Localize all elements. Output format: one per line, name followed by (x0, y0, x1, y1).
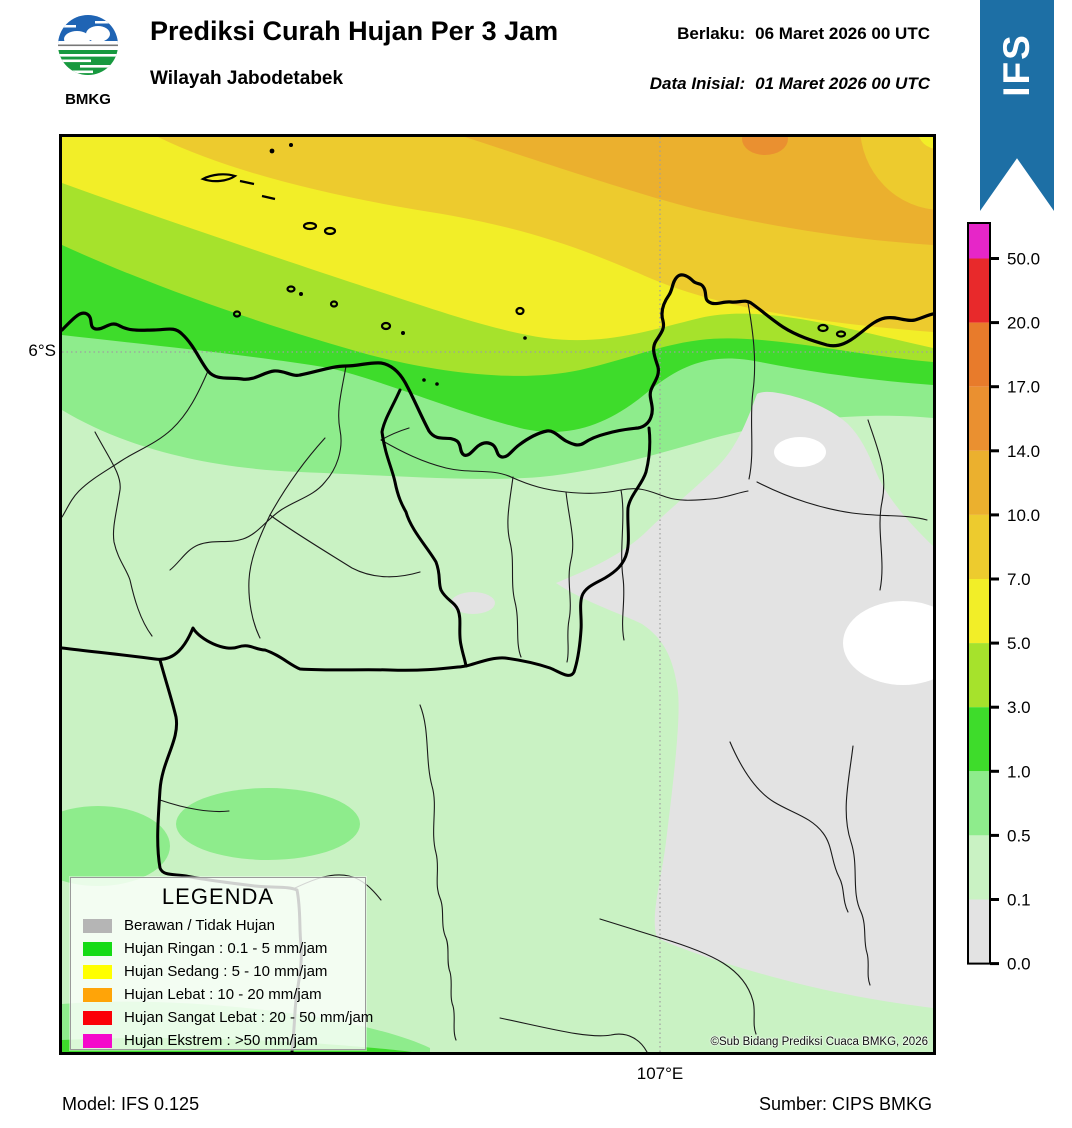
legend-label-5: Hujan Ekstrem : >50 mm/jam (124, 1032, 318, 1049)
dry-white-blob-2 (843, 601, 933, 685)
colorbar-segment-10 (968, 835, 990, 900)
colorbar-segment-9 (968, 771, 990, 836)
colorbar-segment-11 (968, 899, 990, 964)
colorbar-tick-label-11: 0.0 (1007, 955, 1031, 974)
colorbar-tick-label-8: 1.0 (1007, 762, 1031, 781)
init-time-line: Data Inisial: 01 Maret 2026 00 UTC (650, 74, 930, 94)
colorbar-segment-2 (968, 322, 990, 387)
colorbar-tick-label-9: 0.5 (1007, 826, 1031, 845)
legend-item-4: Hujan Sangat Lebat : 20 - 50 mm/jam (71, 1006, 373, 1029)
district-boundaries (62, 302, 928, 1052)
colorbar-tick-label-2: 17.0 (1007, 378, 1040, 397)
legend-item-3: Hujan Lebat : 10 - 20 mm/jam (71, 983, 365, 1006)
colorbar-scale: 50.0 20.0 17.0 14.0 10.0 7.0 5.0 3.0 1.0 0.5 0.1 0.… (967, 222, 1040, 974)
dry-white-blob-1 (774, 437, 826, 467)
band-0p5-1-blob-sw (176, 788, 360, 860)
legend-label-1: Hujan Ringan : 0.1 - 5 mm/jam (124, 940, 328, 957)
corner-7-10-cell (860, 137, 933, 210)
legend-box: LEGENDA Berawan / Tidak Hujan Hujan Ringa… (70, 877, 373, 1052)
copyright-note: ©Sub Bidang Prediksi Cuaca BMKG, 2026 (710, 1036, 928, 1048)
colorbar-segment-5 (968, 514, 990, 579)
band-0p5-1-blob-west (62, 806, 170, 886)
legend-label-2: Hujan Sedang : 5 - 10 mm/jam (124, 963, 328, 980)
legend-swatch-2 (83, 964, 112, 979)
longitude-label: 107°E (636, 1064, 684, 1083)
colorbar-frame (967, 222, 991, 965)
colorbar-tick-label-4: 10.0 (1007, 506, 1040, 525)
legend-swatch-5 (83, 1033, 112, 1048)
islands (200, 143, 847, 386)
region-cloudy (556, 391, 933, 1009)
colorbar-segment-0 (968, 223, 990, 259)
colorbar-tick-label-0: 50.0 (1007, 250, 1040, 269)
legend-item-5: Hujan Ekstrem : >50 mm/jam (71, 1029, 365, 1052)
colorbar-segment-3 (968, 386, 990, 451)
valid-time-label: Berlaku: (677, 24, 746, 43)
legend-label-0: Berawan / Tidak Hujan (124, 917, 275, 934)
colorbar-segment-7 (968, 643, 990, 708)
colorbar: 50.0 20.0 17.0 14.0 10.0 7.0 5.0 3.0 1.0 0.5 0.1 0.… (958, 213, 1072, 983)
band-10-14 (465, 137, 933, 245)
latitude-label: 6°S (28, 341, 56, 360)
bmkg-logo-globe (58, 15, 118, 75)
legend-label-4: Hujan Sangat Lebat : 20 - 50 mm/jam (124, 1009, 374, 1026)
colorbar-segment-1 (968, 258, 990, 323)
legend-swatch-0 (83, 918, 112, 933)
page-title: Prediksi Curah Hujan Per 3 Jam (150, 16, 559, 46)
legend-item-2: Hujan Sedang : 5 - 10 mm/jam (71, 960, 365, 983)
bmkg-logo: BMKG (58, 15, 118, 108)
legend-items: Berawan / Tidak Hujan Hujan Ringan : 0.1 … (71, 914, 373, 1052)
colorbar-tick-label-10: 0.1 (1007, 891, 1031, 910)
colorbar-segment-4 (968, 450, 990, 515)
model-ribbon: IFS (980, 0, 1054, 211)
valid-time-line: Berlaku: 06 Maret 2026 00 UTC (677, 24, 930, 44)
valid-time-value: 06 Maret 2026 00 UTC (755, 24, 930, 43)
coastline (62, 273, 933, 459)
legend-label-3: Hujan Lebat : 10 - 20 mm/jam (124, 986, 322, 1003)
colorbar-tick-label-3: 14.0 (1007, 442, 1040, 461)
init-time-value: 01 Maret 2026 00 UTC (755, 74, 930, 93)
page-subtitle: Wilayah Jabodetabek (150, 68, 344, 89)
colorbar-tick-label-5: 7.0 (1007, 570, 1031, 589)
legend-item-1: Hujan Ringan : 0.1 - 5 mm/jam (71, 937, 365, 960)
colorbar-tick-label-6: 5.0 (1007, 634, 1031, 653)
model-ribbon-label: IFS (996, 33, 1037, 97)
region-cloudy-small (451, 592, 495, 614)
legend-item-0: Berawan / Tidak Hujan (71, 914, 365, 937)
bmkg-logo-text: BMKG (65, 91, 111, 108)
init-time-label: Data Inisial: (649, 74, 746, 93)
colorbar-tick-label-7: 3.0 (1007, 698, 1031, 717)
legend-swatch-3 (83, 987, 112, 1002)
model-label: Model: IFS 0.125 (62, 1094, 200, 1114)
map-canvas (59, 134, 936, 1055)
legend-swatch-1 (83, 941, 112, 956)
legend-swatch-4 (83, 1010, 112, 1025)
colorbar-segment-6 (968, 579, 990, 644)
colorbar-segment-8 (968, 707, 990, 772)
rainfall-contour-map (62, 137, 933, 1052)
blob-14-17 (742, 137, 788, 155)
corner-5-7-cell (919, 137, 933, 149)
colorbar-tick-label-1: 20.0 (1007, 314, 1040, 333)
source-label: Sumber: CIPS BMKG (758, 1094, 932, 1114)
legend-title: LEGENDA (161, 884, 275, 909)
